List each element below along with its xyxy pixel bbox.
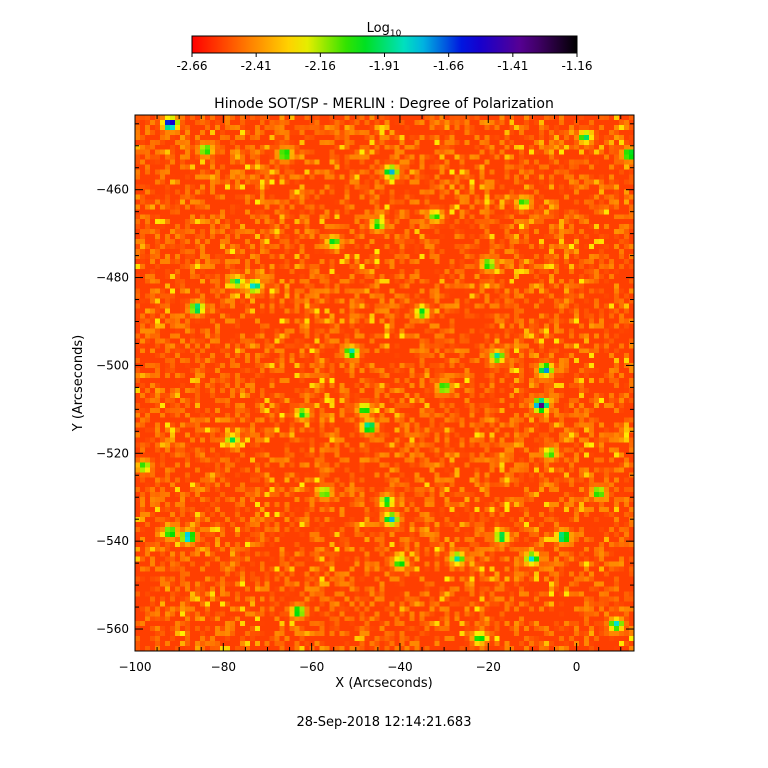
- plot-frame: [134, 114, 635, 652]
- x-axis: −100 −80 −60 −40 −20 0: [119, 115, 622, 674]
- x-axis-label: X (Arcseconds): [335, 676, 432, 691]
- chart-title: Hinode SOT/SP - MERLIN : Degree of Polar…: [214, 96, 554, 112]
- x-tick-label: −40: [387, 660, 412, 674]
- y-tick-label: −520: [96, 446, 129, 460]
- colorbar-label-subscript: 10: [390, 29, 402, 39]
- x-tick-label: −20: [476, 660, 501, 674]
- heatmap-image: [135, 115, 634, 651]
- colorbar-tick-label: -1.66: [433, 59, 464, 73]
- colorbar-tick-label: -2.16: [305, 59, 336, 73]
- colorbar-gradient: [191, 35, 578, 54]
- y-axis: −460 −480 −500 −520 −540 −560: [96, 123, 634, 652]
- x-tick-label: −60: [299, 660, 324, 674]
- colorbar-tick-label: -2.66: [176, 59, 207, 73]
- y-tick-label: −460: [96, 183, 129, 197]
- colorbar-tick-label: -1.16: [561, 59, 592, 73]
- colorbar-tick-label: -1.91: [369, 59, 400, 73]
- x-tick-label: −100: [119, 660, 152, 674]
- timestamp: 28-Sep-2018 12:14:21.683: [296, 715, 472, 730]
- colorbar-label-base: Log: [367, 21, 390, 36]
- y-tick-label: −480: [96, 271, 129, 285]
- colorbar-tick-label: -2.41: [241, 59, 272, 73]
- y-axis-label: Y (Arcseconds): [71, 335, 86, 432]
- colorbar-tick-label: -1.41: [497, 59, 528, 73]
- colorbar: [191, 35, 578, 54]
- y-tick-label: −500: [96, 358, 129, 372]
- x-tick-label: −80: [211, 660, 236, 674]
- heatmap-raster: [135, 115, 634, 651]
- colorbar-ticks: -2.66 -2.41 -2.16 -1.91 -1.66 -1.41 -1.16: [176, 53, 593, 73]
- x-tick-label: 0: [573, 660, 581, 674]
- colorbar-label: Log10: [367, 21, 402, 39]
- y-tick-label: −540: [96, 534, 129, 548]
- y-tick-label: −560: [96, 622, 129, 636]
